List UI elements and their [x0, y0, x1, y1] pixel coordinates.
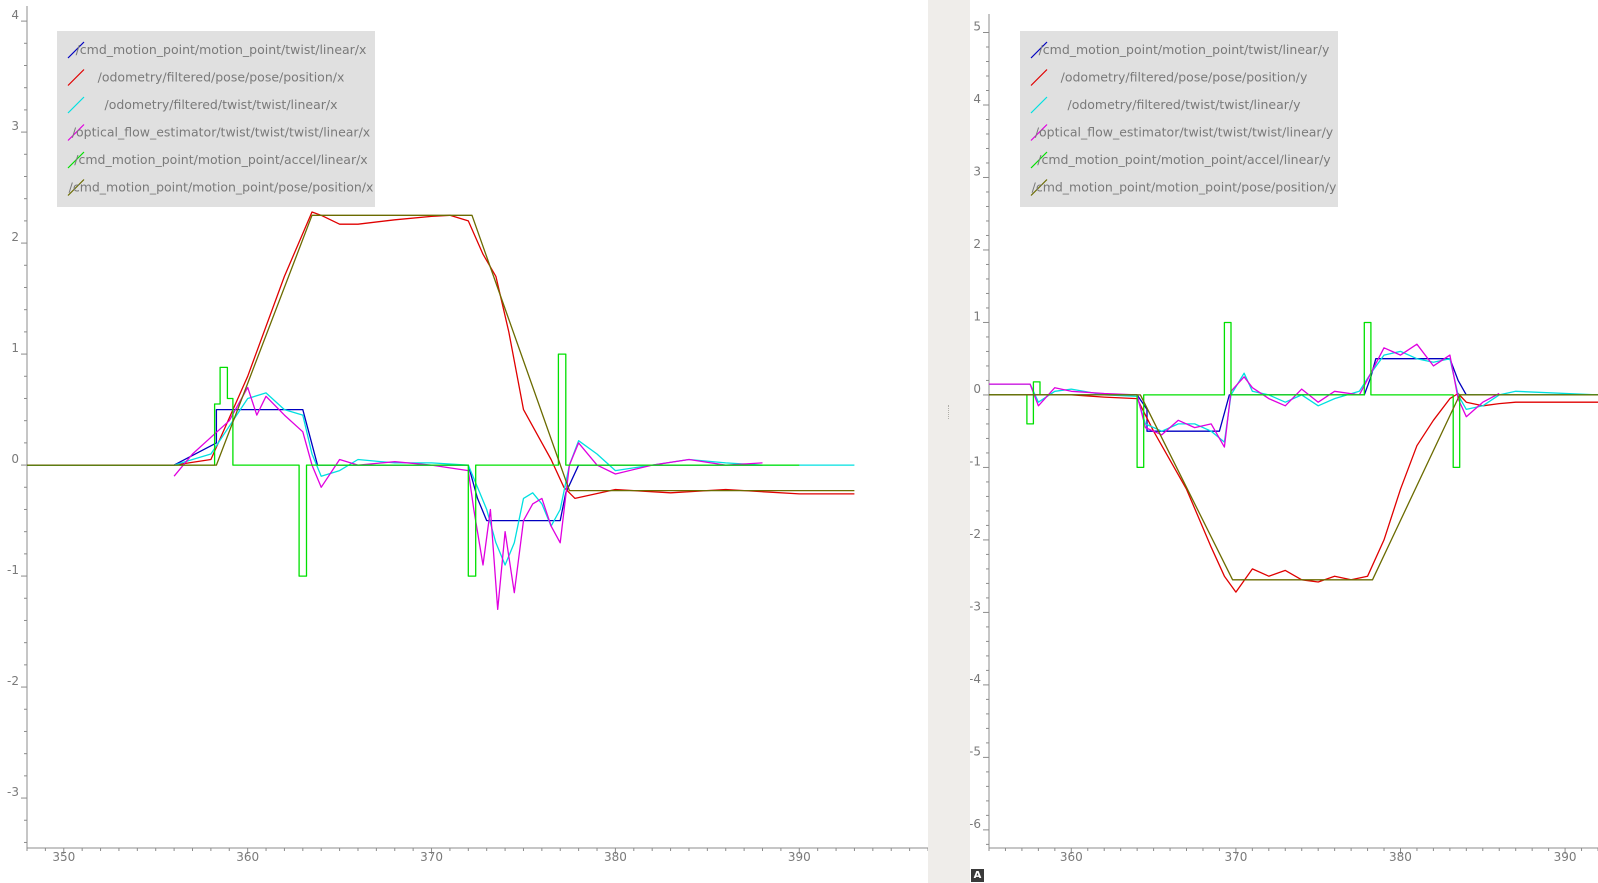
- series-line-4: [989, 343, 1500, 448]
- y-tick-label: -6: [970, 817, 981, 831]
- legend: /cmd_motion_point/motion_point/twist/lin…: [57, 31, 375, 207]
- x-tick-label: 380: [1389, 850, 1412, 864]
- legend-entry: /optical_flow_estimator/twist/twist/twis…: [72, 125, 370, 140]
- y-tick-label: -2: [970, 527, 981, 541]
- series-line-2: [27, 211, 855, 500]
- legend-swatch: [67, 151, 85, 169]
- y-tick-label: -3: [7, 785, 19, 799]
- legend-box: [57, 31, 375, 207]
- plot-panel-x[interactable]: 350 360 370 380 390 4 3 2 1 0 -1 -2 -3/cmd_motion_po…: [0, 0, 928, 883]
- legend-swatch: [67, 124, 85, 141]
- legend-entry: /cmd_motion_point/motion_point/pose/posi…: [1032, 180, 1337, 195]
- y-tick-label: 1: [973, 309, 981, 323]
- series-line-5: [989, 321, 1598, 469]
- y-tick-label: 3: [11, 119, 19, 133]
- legend-entry: /cmd_motion_point/motion_point/twist/lin…: [1039, 42, 1330, 57]
- x-tick-label: 360: [1060, 850, 1083, 864]
- y-tick-label: 4: [11, 8, 19, 22]
- y-tick-label: -3: [970, 599, 981, 613]
- legend: /cmd_motion_point/motion_point/twist/lin…: [1020, 31, 1338, 207]
- plot-y-canvas[interactable]: 360 370 380 390 5 4 3 2 1 0 -1 -2 -3 -4 -5 -6/cmd_motio…: [970, 0, 1598, 883]
- x-tick-label: 370: [1224, 850, 1247, 864]
- y-tick-label: 1: [11, 341, 19, 355]
- series-line-5: [27, 353, 800, 577]
- x-tick-label: 390: [1554, 850, 1577, 864]
- legend-swatch: [67, 179, 85, 196]
- y-tick-label: 2: [973, 237, 981, 251]
- legend-entry: /cmd_motion_point/motion_point/accel/lin…: [74, 152, 367, 167]
- legend-entry: /odometry/filtered/twist/twist/linear/x: [104, 97, 337, 112]
- legend-swatch: [1030, 41, 1048, 59]
- plot-x-canvas[interactable]: 350 360 370 380 390 4 3 2 1 0 -1 -2 -3/cmd_motion_po…: [0, 0, 928, 883]
- legend-swatch: [1030, 179, 1048, 196]
- x-tick-label: 370: [420, 850, 443, 864]
- x-tick-label: 350: [52, 850, 75, 864]
- x-tick-label: 380: [604, 850, 627, 864]
- legend-entry: /cmd_motion_point/motion_point/accel/lin…: [1037, 152, 1331, 167]
- legend-entry: /odometry/filtered/pose/pose/position/y: [1061, 70, 1308, 85]
- y-tick-label: -1: [7, 563, 19, 577]
- y-tick-label: 3: [973, 164, 981, 178]
- series-line-6: [27, 214, 855, 492]
- y-tick-label: 5: [973, 19, 981, 33]
- legend-swatch: [1030, 96, 1048, 114]
- legend-swatch: [67, 41, 85, 59]
- legend-swatch: [1030, 124, 1048, 141]
- x-tick-label: 390: [788, 850, 811, 864]
- y-tick-label: 0: [11, 452, 19, 466]
- legend-entry: /odometry/filtered/twist/twist/linear/y: [1067, 97, 1301, 112]
- legend-entry: /odometry/filtered/pose/pose/position/x: [98, 70, 345, 85]
- series-line-3: [27, 392, 855, 566]
- legend-swatch: [67, 69, 85, 86]
- x-tick-label: 360: [236, 850, 259, 864]
- legend-swatch: [67, 96, 85, 114]
- y-tick-label: 0: [973, 382, 981, 396]
- y-tick-label: 2: [11, 230, 19, 244]
- legend-entry: /optical_flow_estimator/twist/twist/twis…: [1035, 125, 1334, 140]
- series-line-2: [989, 392, 1598, 593]
- series-line-4: [173, 386, 763, 611]
- legend-swatch: [1030, 151, 1048, 169]
- legend-box: [1020, 31, 1338, 207]
- legend-entry: /cmd_motion_point/motion_point/pose/posi…: [69, 180, 374, 195]
- legend-entry: /cmd_motion_point/motion_point/twist/lin…: [76, 42, 367, 57]
- y-tick-label: 4: [973, 92, 981, 106]
- y-tick-label: -4: [970, 672, 981, 686]
- y-tick-label: -1: [970, 454, 981, 468]
- autoscale-a-icon[interactable]: A: [971, 869, 984, 882]
- legend-swatch: [1030, 69, 1048, 86]
- y-tick-label: -2: [7, 674, 19, 688]
- splitter-grip-icon[interactable]: [948, 405, 951, 419]
- series-line-6: [989, 394, 1598, 581]
- panel-splitter[interactable]: [928, 0, 970, 883]
- plot-panel-y[interactable]: 360 370 380 390 5 4 3 2 1 0 -1 -2 -3 -4 -5 -6/cmd_motio…: [970, 0, 1598, 883]
- y-tick-label: -5: [970, 744, 981, 758]
